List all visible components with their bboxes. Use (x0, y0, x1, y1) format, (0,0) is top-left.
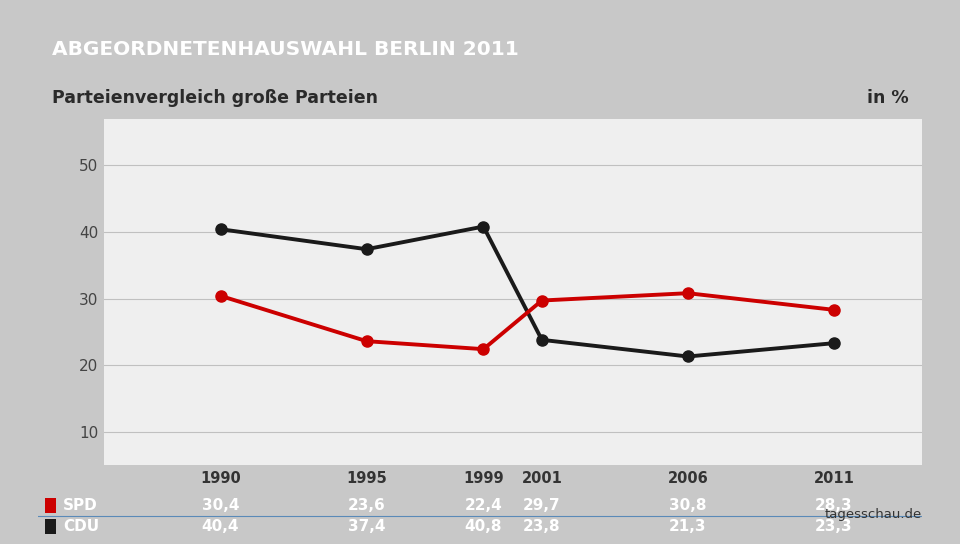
Text: 2011: 2011 (813, 471, 854, 486)
Text: 1995: 1995 (347, 471, 387, 486)
Text: 29,7: 29,7 (523, 498, 561, 513)
Bar (44, 520, 56, 534)
Text: CDU: CDU (63, 520, 99, 534)
Text: 23,8: 23,8 (523, 520, 561, 534)
Text: 28,3: 28,3 (815, 498, 852, 513)
Text: 2001: 2001 (521, 471, 563, 486)
Text: 1990: 1990 (200, 471, 241, 486)
Text: 22,4: 22,4 (465, 498, 502, 513)
Text: 2006: 2006 (667, 471, 708, 486)
Text: 40,4: 40,4 (202, 520, 239, 534)
Text: 30,4: 30,4 (202, 498, 239, 513)
Text: 1999: 1999 (463, 471, 504, 486)
Bar (44, 498, 56, 512)
Text: 30,8: 30,8 (669, 498, 707, 513)
Text: tagesschau.de: tagesschau.de (825, 508, 922, 521)
Text: SPD: SPD (63, 498, 98, 513)
Text: 23,3: 23,3 (815, 520, 852, 534)
Text: ABGEORDNETENHAUSWAHL BERLIN 2011: ABGEORDNETENHAUSWAHL BERLIN 2011 (52, 40, 518, 59)
Text: 40,8: 40,8 (465, 520, 502, 534)
Text: 23,6: 23,6 (348, 498, 386, 513)
Text: 37,4: 37,4 (348, 520, 385, 534)
Text: 21,3: 21,3 (669, 520, 707, 534)
Text: Parteienvergleich große Parteien: Parteienvergleich große Parteien (52, 89, 377, 107)
Text: in %: in % (867, 89, 908, 107)
